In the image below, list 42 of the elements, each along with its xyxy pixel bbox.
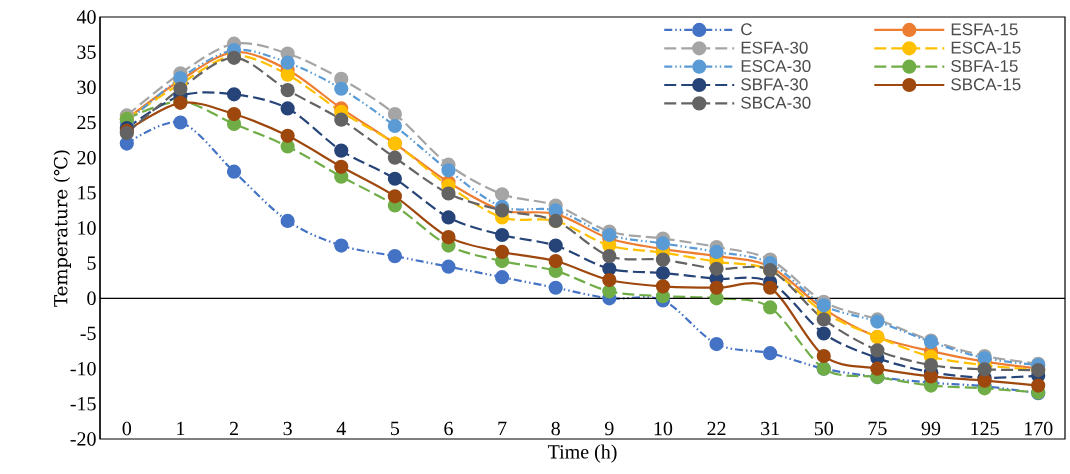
x-tick-label: 2 bbox=[229, 421, 238, 436]
y-tick-label: 35 bbox=[77, 45, 96, 59]
legend-label: ESFA-15 bbox=[951, 23, 1018, 36]
y-tick-label: -20 bbox=[70, 432, 96, 446]
legend-label: SBFA-15 bbox=[951, 59, 1018, 73]
legend-label: ESCA-15 bbox=[951, 41, 1021, 54]
x-tick-label: 125 bbox=[971, 421, 999, 436]
y-tick-label: -10 bbox=[70, 361, 96, 376]
x-tick-label: 10 bbox=[654, 421, 673, 436]
x-tick-label: 7 bbox=[498, 421, 507, 435]
y-tick-label: 5 bbox=[87, 256, 96, 270]
x-tick-label: 75 bbox=[868, 421, 887, 436]
x-tick-label: 6 bbox=[444, 421, 453, 436]
legend-label: ESCA-30 bbox=[741, 59, 811, 73]
x-tick-label: 22 bbox=[707, 421, 726, 436]
y-tick-label: -15 bbox=[70, 397, 96, 411]
x-tick-label: 9 bbox=[604, 421, 614, 436]
legend-label: SBCA-30 bbox=[741, 96, 811, 109]
y-tick-label: 15 bbox=[78, 186, 96, 200]
y-tick-label: 40 bbox=[76, 10, 96, 24]
y-tick-label: 25 bbox=[77, 115, 96, 130]
y-axis-title: Temperature (℃) bbox=[53, 150, 71, 307]
x-tick-label: 99 bbox=[921, 421, 941, 436]
x-tick-label: 4 bbox=[336, 421, 346, 435]
x-tick-label: 1 bbox=[177, 421, 185, 436]
y-tick-label: 30 bbox=[77, 80, 96, 95]
y-tick-label: 20 bbox=[77, 150, 96, 165]
x-tick-label: 50 bbox=[814, 421, 833, 436]
y-tick-label: 10 bbox=[78, 221, 96, 235]
x-tick-label: 5 bbox=[391, 421, 400, 436]
x-tick-label: 170 bbox=[1024, 421, 1053, 436]
x-tick-label: 31 bbox=[761, 421, 779, 436]
x-tick-label: 3 bbox=[283, 421, 292, 436]
x-tick-label: 0 bbox=[122, 421, 132, 436]
x-axis-title: Time (h) bbox=[547, 444, 617, 463]
x-tick-label: 8 bbox=[551, 421, 560, 436]
y-tick-label: 0 bbox=[87, 291, 96, 306]
y-tick-label: -5 bbox=[80, 326, 96, 341]
legend-label: ESFA-30 bbox=[741, 41, 808, 54]
legend-label: C bbox=[741, 23, 752, 36]
legend-label: SBFA-30 bbox=[741, 78, 808, 91]
legend-label: SBCA-15 bbox=[951, 78, 1021, 91]
